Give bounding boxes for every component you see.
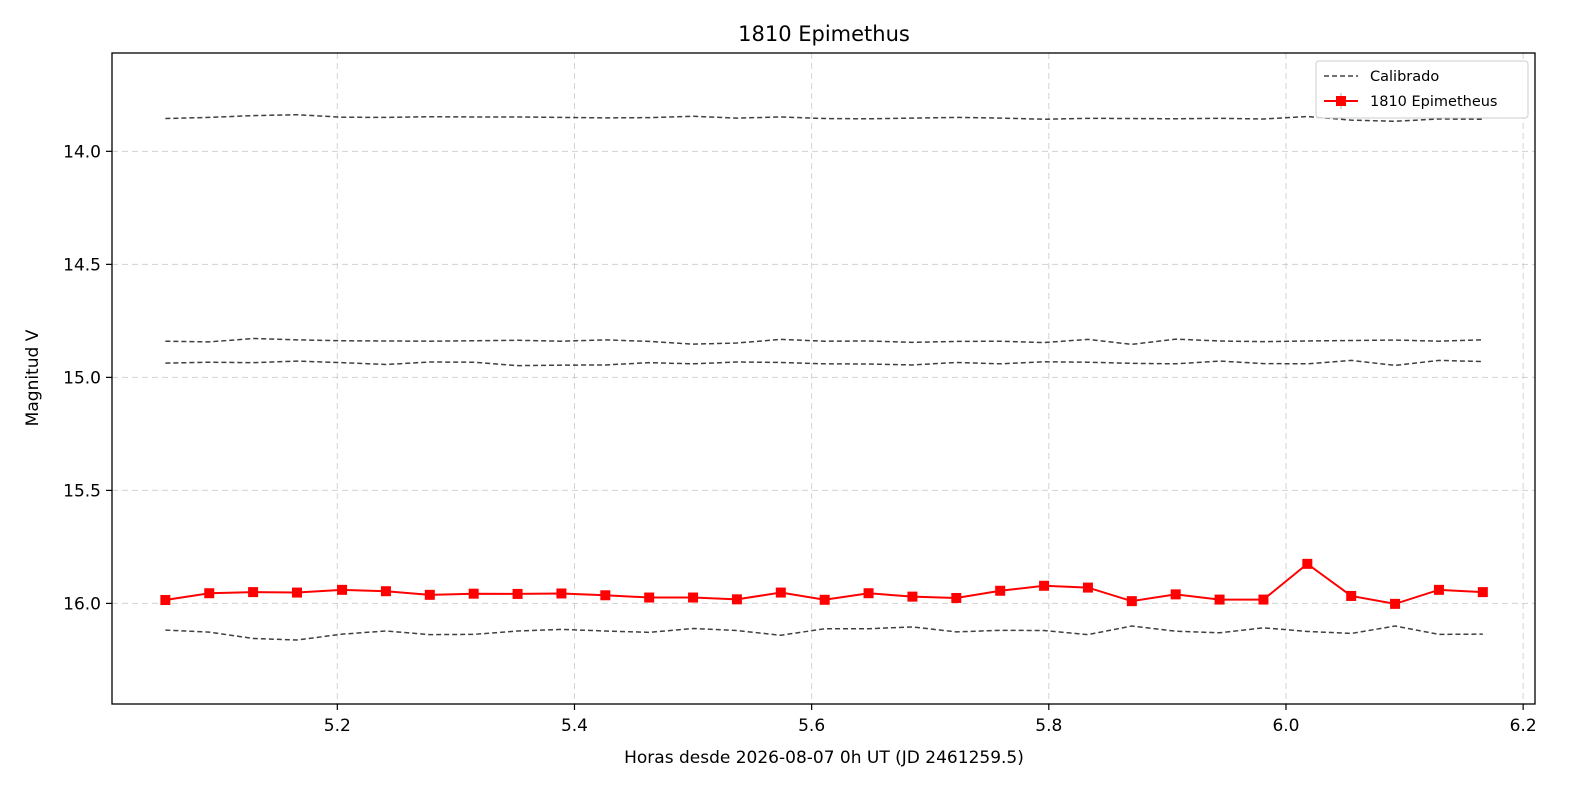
asteroid-point: [995, 585, 1006, 596]
asteroid-point: [1302, 558, 1313, 569]
x-tick-label: 5.2: [324, 716, 351, 736]
asteroid-point: [204, 588, 215, 599]
asteroid-point: [644, 592, 655, 603]
asteroid-point: [600, 590, 611, 601]
y-tick-label: 14.0: [63, 142, 101, 162]
x-axis-label: Horas desde 2026-08-07 0h UT (JD 2461259…: [624, 748, 1024, 768]
asteroid-point: [775, 587, 786, 598]
x-tick-label: 6.2: [1510, 716, 1537, 736]
grid: [112, 53, 1535, 704]
series-layer: [160, 113, 1488, 641]
x-tick-label: 5.4: [561, 716, 588, 736]
x-axis: 5.2 5.4 5.6 5.8 6.0 6.2: [324, 704, 1537, 736]
calibrated-star-line: [165, 359, 1483, 367]
calibrated-star-line: [165, 625, 1483, 641]
asteroid-point: [1039, 580, 1050, 591]
asteroid-point: [468, 588, 479, 599]
asteroid-point: [1477, 587, 1488, 598]
asteroid-point: [160, 595, 171, 606]
y-tick-label: 15.0: [63, 368, 101, 388]
asteroid-point: [819, 594, 830, 605]
asteroid-point: [512, 588, 523, 599]
asteroid-point: [1346, 590, 1357, 601]
asteroid-point: [688, 592, 699, 603]
asteroid-point: [337, 584, 348, 595]
y-axis-label: Magnitud V: [23, 329, 43, 426]
calibrated-star-line: [165, 113, 1483, 123]
asteroid-point: [1126, 596, 1137, 607]
y-tick-label: 14.5: [63, 255, 101, 275]
legend-box: [1315, 60, 1529, 119]
x-tick-label: 5.8: [1035, 716, 1062, 736]
asteroid-point: [907, 591, 918, 602]
asteroid-point: [248, 587, 259, 598]
asteroid-point: [556, 588, 567, 599]
asteroid-point: [1214, 594, 1225, 605]
asteroid-point: [424, 589, 435, 600]
plot-frame: [111, 52, 1536, 705]
y-tick-label: 16.0: [63, 594, 101, 614]
y-tick-label: 15.5: [63, 481, 101, 501]
asteroid-point: [1258, 594, 1269, 605]
asteroid-point: [951, 592, 962, 603]
x-tick-label: 6.0: [1272, 716, 1299, 736]
legend: Calibrado 1810 Epimetheus: [1315, 60, 1529, 119]
asteroid-point: [380, 586, 391, 597]
asteroid-point: [1433, 584, 1444, 595]
asteroid-point: [1390, 598, 1401, 609]
legend-epimetheus-marker: [1336, 96, 1346, 106]
chart-title: 1810 Epimethus: [738, 22, 910, 46]
asteroid-point: [863, 588, 874, 599]
asteroid-point: [1170, 589, 1181, 600]
asteroid-point: [291, 587, 302, 598]
asteroid-point: [1082, 582, 1093, 593]
asteroid-point: [731, 594, 742, 605]
calibrated-star-line: [165, 337, 1483, 346]
legend-calibrado-label: Calibrado: [1370, 69, 1439, 85]
legend-epimetheus-label: 1810 Epimetheus: [1370, 94, 1498, 110]
x-tick-label: 5.6: [798, 716, 825, 736]
y-axis: 14.0 14.5 15.0 15.5 16.0: [63, 142, 112, 614]
